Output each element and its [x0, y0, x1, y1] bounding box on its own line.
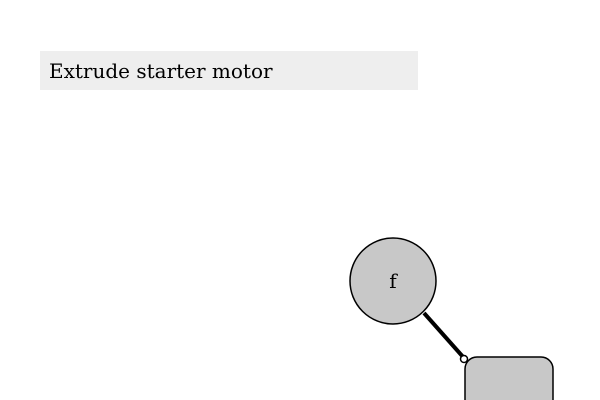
- rect-node[interactable]: [464, 356, 554, 400]
- circle-node-label: f: [389, 269, 398, 293]
- task-instruction: Extrude starter motor: [40, 51, 418, 90]
- rect-node-shape[interactable]: [464, 356, 554, 400]
- connector-line[interactable]: [422, 311, 466, 360]
- circle-node-shape[interactable]: [349, 237, 437, 325]
- connection-handle[interactable]: [459, 354, 469, 364]
- task-instruction-text: Extrude starter motor: [49, 58, 273, 83]
- circle-node[interactable]: f: [349, 237, 437, 325]
